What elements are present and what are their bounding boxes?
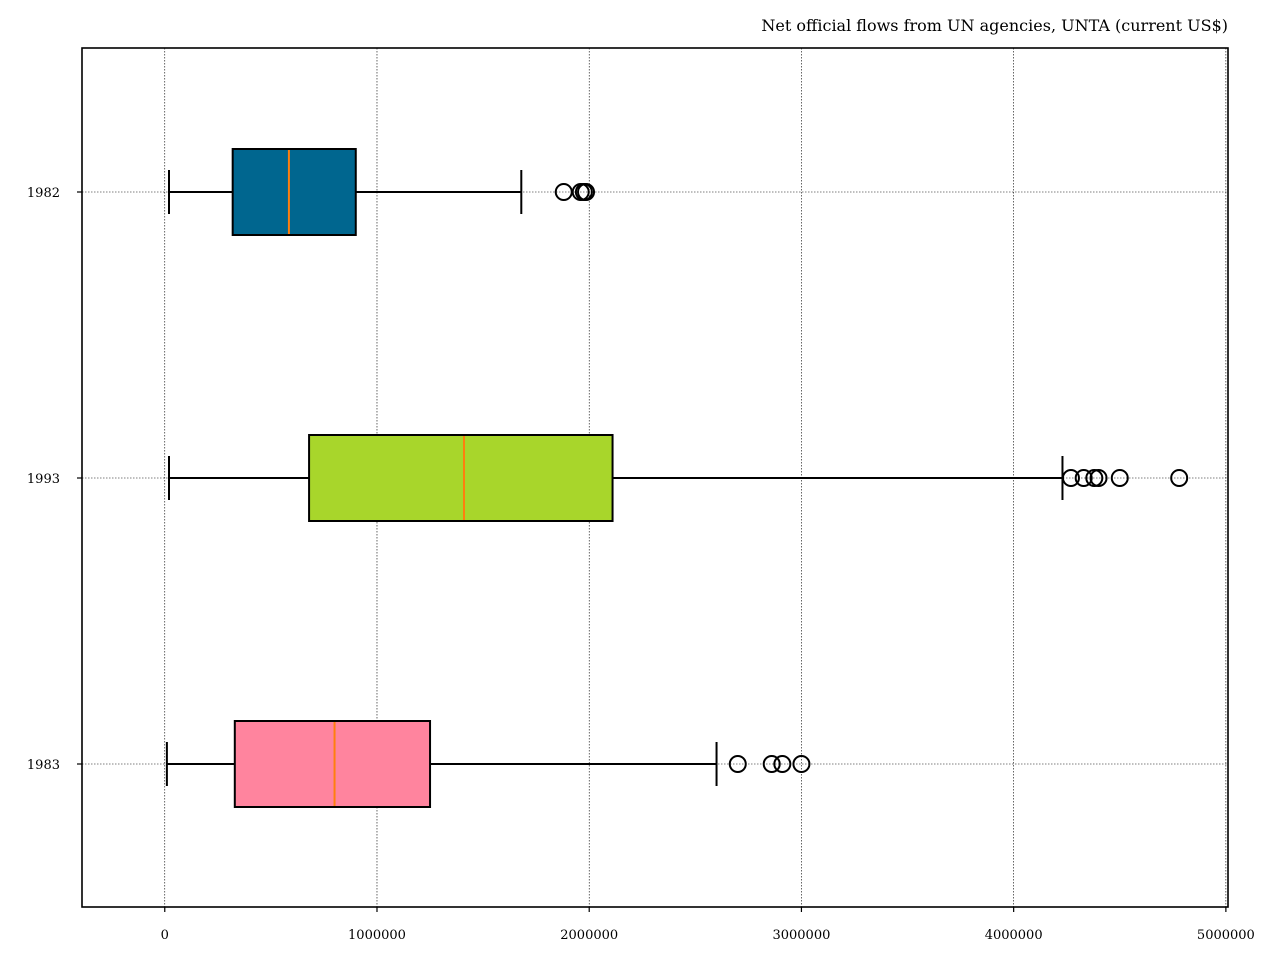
x-tick-label: 0 <box>161 928 169 943</box>
outlier-point <box>1061 469 1080 487</box>
y-tick-label: 1993 <box>27 472 60 487</box>
x-tick-label: 4000000 <box>985 928 1043 943</box>
box-iqr <box>308 434 614 522</box>
outlier-point <box>792 755 811 773</box>
outlier-point <box>762 755 781 773</box>
box-iqr <box>231 148 357 236</box>
y-tick-label: 1982 <box>27 186 60 201</box>
outlier-point <box>773 755 792 773</box>
box-1993 <box>168 434 1189 522</box>
boxes <box>165 148 1189 808</box>
x-tick-label: 3000000 <box>772 928 830 943</box>
box-1983 <box>165 720 811 808</box>
outlier-point <box>577 183 596 201</box>
x-tick-label: 2000000 <box>560 928 618 943</box>
chart-title: Net official flows from UN agencies, UNT… <box>761 16 1228 35</box>
box-iqr <box>233 720 432 808</box>
outlier-point <box>1085 469 1104 487</box>
outlier-point <box>1170 469 1189 487</box>
outlier-point <box>1089 469 1108 487</box>
x-tick-label: 5000000 <box>1197 928 1255 943</box>
outlier-point <box>1074 469 1093 487</box>
x-tick-label: 1000000 <box>348 928 406 943</box>
box-1982 <box>168 148 596 236</box>
outlier-point <box>728 755 747 773</box>
y-tick-label: 1983 <box>27 758 60 773</box>
axes: 0 1000000 2000000 3000000 4000000 5000000 1982… <box>27 186 1255 943</box>
outlier-point <box>1110 469 1129 487</box>
